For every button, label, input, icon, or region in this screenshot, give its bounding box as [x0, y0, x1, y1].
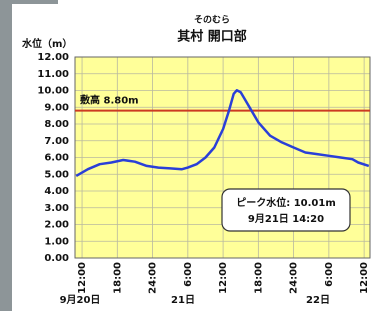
x-tick-label: 24:00 — [289, 262, 300, 294]
y-tick-label: 4.00 — [44, 186, 69, 197]
chart: そのむら 其村 開口部 水位（m） 0.00 1.00 2.00 3.00 4.00 5.… — [0, 0, 381, 311]
x-tick-label: 12:00 — [77, 262, 88, 294]
y-tick-label: 3.00 — [44, 203, 69, 214]
y-tick-label: 8.00 — [44, 119, 69, 130]
y-tick-label: 7.00 — [44, 136, 69, 147]
y-tick-label: 0.00 — [44, 253, 69, 264]
x-tick-label: 24:00 — [148, 262, 159, 294]
x-tick-label: 12:00 — [359, 262, 370, 294]
x-tick-label: 6:00 — [324, 262, 335, 287]
date-label: 22日 — [306, 294, 330, 306]
x-tick-label: 18:00 — [253, 262, 264, 294]
x-tick-label: 18:00 — [112, 262, 123, 294]
annotation-text: ピーク水位: 10.01m — [236, 196, 336, 209]
y-tick-label: 1.00 — [44, 236, 69, 247]
title-ruby: そのむら — [194, 15, 230, 26]
annotation-text: 9月21日 14:20 — [248, 213, 324, 225]
y-tick-label: 6.00 — [44, 153, 69, 164]
y-tick-label: 10.00 — [37, 86, 69, 97]
y-tick-label: 2.00 — [44, 220, 69, 231]
threshold-label: 敷高 8.80m — [80, 94, 139, 107]
peak-annotation: ピーク水位: 10.01m 9月21日 14:20 — [222, 189, 350, 231]
x-tick-label: 6:00 — [183, 262, 194, 287]
y-tick-label: 9.00 — [44, 102, 69, 113]
date-label: 9月20日 — [60, 294, 101, 306]
y-axis-label: 水位（m） — [21, 37, 72, 50]
y-tick-label: 5.00 — [44, 169, 69, 180]
y-tick-label: 12.00 — [37, 52, 69, 63]
chart-title: 其村 開口部 — [177, 29, 247, 45]
x-tick-label: 12:00 — [218, 262, 229, 294]
y-tick-label: 11.00 — [37, 69, 69, 80]
date-label: 21日 — [171, 294, 195, 306]
